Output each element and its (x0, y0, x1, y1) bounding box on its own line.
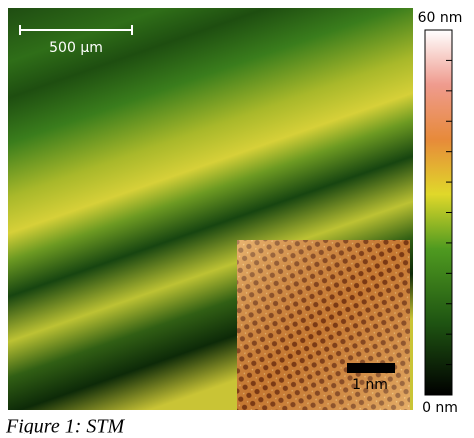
colorbar-label: 0 nm (422, 400, 458, 416)
inset-scale-bar (347, 363, 395, 373)
caption: Figure 1: STM (5, 416, 125, 434)
inset-scale-bar-label: 1 nm (352, 377, 388, 393)
scale-bar-label: 500 µm (49, 40, 103, 56)
inset-shade (237, 240, 410, 410)
colorbar-label: 60 nm (418, 10, 463, 26)
